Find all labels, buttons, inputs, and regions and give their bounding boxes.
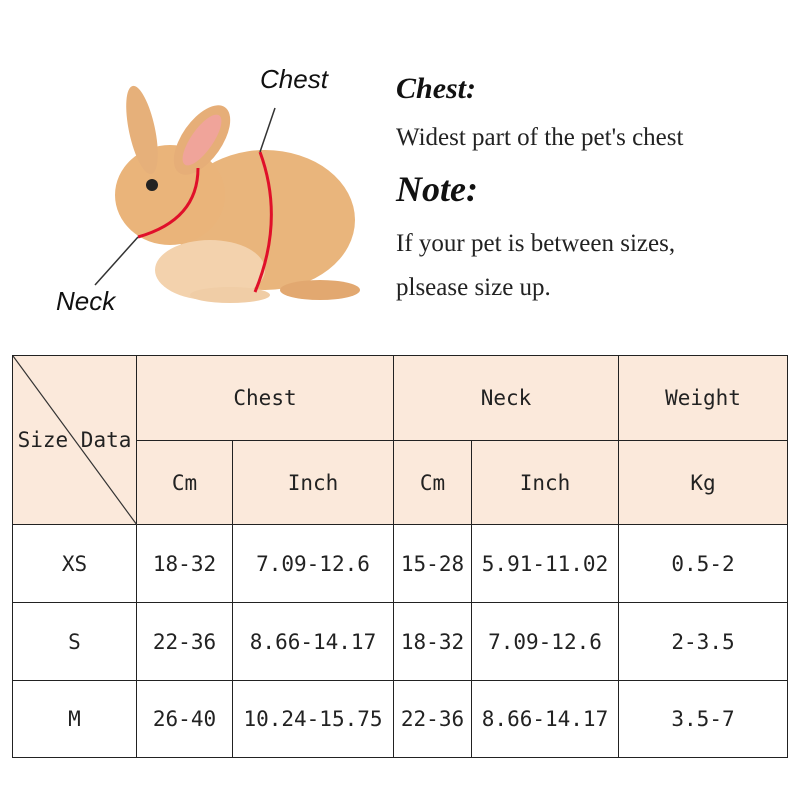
data-cell: 26-40 <box>136 680 233 758</box>
data-cell: 10.24-15.75 <box>232 680 394 758</box>
size-cell: S <box>12 602 137 681</box>
chest-diagram-label: Chest <box>260 64 328 94</box>
data-cell: 3.5-7 <box>618 680 788 758</box>
size-cell: XS <box>12 524 137 603</box>
data-cell: 0.5-2 <box>618 524 788 603</box>
data-cell: 15-28 <box>393 524 472 603</box>
data-cell: 8.66-14.17 <box>232 602 394 681</box>
note-heading: Note: <box>396 169 478 209</box>
data-cell: 8.66-14.17 <box>471 680 619 758</box>
unit-header: Cm <box>393 440 472 525</box>
chest-strap <box>253 151 273 293</box>
data-cell: 22-36 <box>393 680 472 758</box>
group-header-chest: Chest <box>136 355 394 441</box>
corner-label: Size Data <box>17 428 132 452</box>
note-line-1: If your pet is between sizes, <box>396 230 676 257</box>
corner-cell: Size Data <box>12 355 137 525</box>
group-header-neck: Neck <box>393 355 619 441</box>
data-cell: 2-3.5 <box>618 602 788 681</box>
rabbit-illustration <box>94 85 360 303</box>
size-chart-table: Size Data Chest Neck Weight Cm Inch Cm I… <box>12 355 788 758</box>
chest-heading: Chest: <box>396 72 477 105</box>
table-row: M 26-40 10.24-15.75 22-36 8.66-14.17 3.5… <box>12 680 788 758</box>
data-cell: 18-32 <box>136 524 233 603</box>
data-cell: 5.91-11.02 <box>471 524 619 603</box>
note-line-2: plsease size up. <box>396 274 551 301</box>
data-cell: 22-36 <box>136 602 233 681</box>
group-header-weight: Weight <box>618 355 788 441</box>
neck-strap <box>137 167 200 239</box>
chest-pointer <box>259 107 276 153</box>
chest-description: Widest part of the pet's chest <box>396 124 684 151</box>
unit-header: Kg <box>618 440 788 525</box>
diagonal-divider <box>13 356 137 525</box>
unit-header: Inch <box>232 440 394 525</box>
unit-header: Cm <box>136 440 233 525</box>
table-row: S 22-36 8.66-14.17 18-32 7.09-12.6 2-3.5 <box>12 602 788 681</box>
neck-diagram-label: Neck <box>56 286 116 316</box>
data-cell: 7.09-12.6 <box>471 602 619 681</box>
table-row: XS 18-32 7.09-12.6 15-28 5.91-11.02 0.5-… <box>12 524 788 603</box>
size-cell: M <box>12 680 137 758</box>
unit-header: Inch <box>471 440 619 525</box>
data-cell: 7.09-12.6 <box>232 524 394 603</box>
neck-pointer <box>94 236 139 286</box>
data-cell: 18-32 <box>393 602 472 681</box>
